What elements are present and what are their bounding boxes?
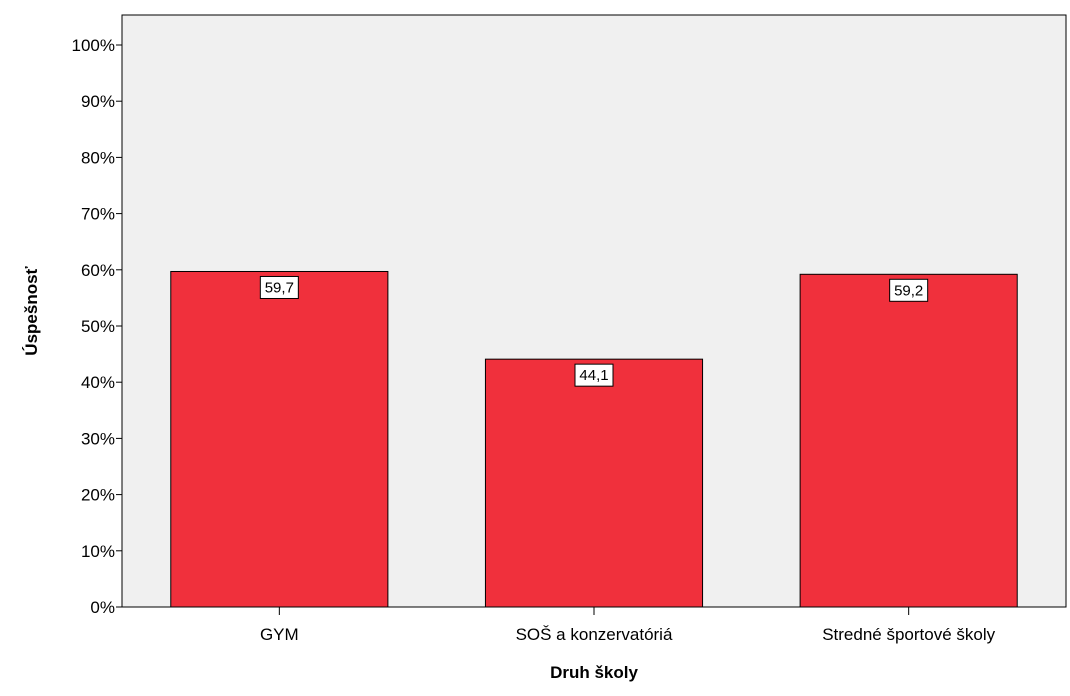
bar [170, 270, 389, 608]
bar [484, 358, 704, 608]
data-label-box [259, 275, 299, 299]
y-tick-label: 50% [81, 317, 115, 336]
x-tick-label: Stredné športové školy [822, 625, 995, 644]
y-tick-label: 60% [81, 261, 115, 280]
y-tick-label: 20% [81, 486, 115, 505]
y-tick-label: 0% [90, 598, 115, 617]
x-axis: GYM SOŠ a konzervatóriá Stredné športové š… [122, 606, 1066, 644]
y-tick-label: 100% [72, 36, 115, 55]
bar [799, 273, 1018, 608]
y-tick-label: 10% [81, 542, 115, 561]
data-label-box [574, 363, 614, 387]
x-tick-label: SOŠ a konzervatóriá [516, 625, 673, 644]
y-tick-label: 30% [81, 429, 115, 448]
y-axis-title: Úspešnosť [22, 265, 41, 355]
bars-group: 59,7 44,1 59,2 [170, 270, 1018, 608]
y-tick-label: 90% [81, 92, 115, 111]
data-label: 59,7 [265, 279, 294, 296]
y-tick-label: 70% [81, 205, 115, 224]
data-label: 59,2 [894, 282, 923, 299]
x-tick-label: GYM [260, 625, 299, 644]
data-label-box [889, 278, 929, 302]
y-tick-label: 40% [81, 373, 115, 392]
x-axis-title: Druh školy [550, 663, 638, 682]
y-tick-label: 80% [81, 148, 115, 167]
y-axis: 0% 10% 20% 30% 40% 50% 60% 70% 80% 90% 100% [72, 15, 123, 617]
data-label: 44,1 [579, 367, 608, 384]
